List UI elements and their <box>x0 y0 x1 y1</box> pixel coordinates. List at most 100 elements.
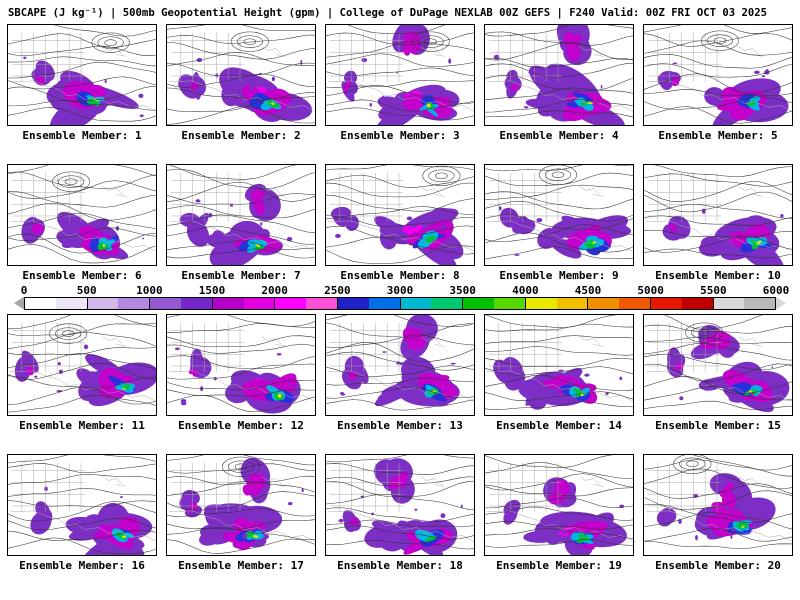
colorbar-tick-labels: 0 500 1000 1500 2000 2500 3000 3500 4000 4500 5000… <box>20 283 790 297</box>
ensemble-member-label: Ensemble Member: 3 <box>340 128 460 142</box>
colorbar-cell <box>274 297 307 309</box>
colorbar-right-arrow <box>776 296 786 310</box>
colorbar-cell <box>462 297 494 309</box>
map-graphic <box>326 314 474 410</box>
ensemble-map <box>484 163 634 266</box>
ensemble-panel: Ensemble Member: 13 <box>325 313 475 432</box>
map-graphic <box>485 314 633 410</box>
ensemble-member-label: Ensemble Member: 1 <box>22 128 142 142</box>
colorbar-cell <box>556 297 588 309</box>
ensemble-member-label: Ensemble Member: 19 <box>496 558 622 572</box>
colorbar-tick-label: 4000 <box>512 283 539 297</box>
colorbar-cell <box>431 297 463 309</box>
map-graphic <box>8 314 156 413</box>
map-graphic <box>644 314 792 412</box>
colorbar-left-arrow <box>14 296 24 310</box>
ensemble-map <box>325 453 475 556</box>
ensemble-map <box>166 23 316 126</box>
title-bar: SBCAPE (J kg⁻¹) | 500mb Geopotential Hei… <box>8 7 767 19</box>
ensemble-panel: Ensemble Member: 3 <box>325 23 475 142</box>
ensemble-row-4: Ensemble Member: 16 Ensemble Member: 17 En… <box>7 453 793 572</box>
colorbar-cell <box>25 297 56 309</box>
ensemble-member-label: Ensemble Member: 6 <box>22 268 142 282</box>
ensemble-row-2: Ensemble Member: 6 Ensemble Member: 7 Ense… <box>7 163 793 282</box>
colorbar-cell <box>399 297 432 309</box>
colorbar-cell <box>524 297 557 309</box>
map-graphic <box>326 164 474 265</box>
colorbar-tick-label: 6000 <box>762 283 790 297</box>
ensemble-member-label: Ensemble Member: 8 <box>340 268 460 282</box>
map-graphic <box>644 164 792 265</box>
ensemble-row-3: Ensemble Member: 11 Ensemble Member: 12 En… <box>7 313 793 432</box>
colorbar-tick-label: 3500 <box>449 283 476 297</box>
map-graphic <box>644 454 792 549</box>
map-graphic <box>8 454 156 555</box>
ensemble-panel: Ensemble Member: 16 <box>7 453 157 572</box>
ensemble-panel: Ensemble Member: 9 <box>484 163 634 282</box>
colorbar-cell <box>180 297 212 309</box>
ensemble-member-label: Ensemble Member: 4 <box>499 128 619 142</box>
ensemble-panel: Ensemble Member: 14 <box>484 313 634 432</box>
ensemble-map <box>7 163 157 266</box>
ensemble-panel: Ensemble Member: 12 <box>166 313 316 432</box>
ensemble-map <box>7 453 157 556</box>
map-graphic <box>485 454 633 555</box>
colorbar-cell <box>493 297 525 309</box>
ensemble-member-label: Ensemble Member: 2 <box>181 128 301 142</box>
map-graphic <box>326 24 474 125</box>
ensemble-map <box>325 313 475 416</box>
colorbar-cell <box>243 297 275 309</box>
ensemble-map <box>643 163 793 266</box>
ensemble-member-label: Ensemble Member: 13 <box>337 418 463 432</box>
map-graphic <box>167 164 315 265</box>
ensemble-panel: Ensemble Member: 6 <box>7 163 157 282</box>
ensemble-member-label: Ensemble Member: 16 <box>19 558 145 572</box>
ensemble-member-label: Ensemble Member: 7 <box>181 268 301 282</box>
colorbar-tick-label: 500 <box>76 283 97 297</box>
map-graphic <box>326 454 474 555</box>
ensemble-panel: Ensemble Member: 7 <box>166 163 316 282</box>
colorbar-cells <box>24 296 776 310</box>
ensemble-member-label: Ensemble Member: 18 <box>337 558 463 572</box>
colorbar-tick-label: 2500 <box>324 283 351 297</box>
ensemble-map <box>325 163 475 266</box>
colorbar-tick-label: 1500 <box>198 283 226 297</box>
ensemble-map <box>7 23 157 126</box>
colorbar-cell <box>149 297 181 309</box>
ensemble-map <box>484 23 634 126</box>
ensemble-member-label: Ensemble Member: 20 <box>655 558 781 572</box>
ensemble-panel: Ensemble Member: 4 <box>484 23 634 142</box>
colorbar-cell <box>649 297 682 309</box>
ensemble-panel: Ensemble Member: 18 <box>325 453 475 572</box>
ensemble-member-label: Ensemble Member: 9 <box>499 268 619 282</box>
ensemble-map <box>166 453 316 556</box>
map-graphic <box>8 24 156 125</box>
ensemble-member-label: Ensemble Member: 17 <box>178 558 304 572</box>
ensemble-member-label: Ensemble Member: 10 <box>655 268 781 282</box>
map-graphic <box>644 24 792 125</box>
ensemble-map <box>166 163 316 266</box>
colorbar-cell <box>587 297 620 309</box>
ensemble-member-label: Ensemble Member: 11 <box>19 418 145 432</box>
ensemble-panel: Ensemble Member: 1 <box>7 23 157 142</box>
ensemble-map <box>166 313 316 416</box>
ensemble-map <box>643 313 793 416</box>
ensemble-panel: Ensemble Member: 19 <box>484 453 634 572</box>
ensemble-map <box>325 23 475 126</box>
ensemble-member-label: Ensemble Member: 14 <box>496 418 622 432</box>
ensemble-map <box>643 453 793 556</box>
colorbar-cell <box>211 297 244 309</box>
ensemble-panel: Ensemble Member: 11 <box>7 313 157 432</box>
map-graphic <box>485 24 633 125</box>
colorbar-tick-label: 5500 <box>700 283 727 297</box>
map-graphic <box>167 454 315 554</box>
ensemble-member-label: Ensemble Member: 15 <box>655 418 781 432</box>
colorbar-cell <box>368 297 400 309</box>
map-graphic <box>167 314 315 414</box>
colorbar-tick-label: 0 <box>20 283 28 297</box>
ensemble-panel: Ensemble Member: 10 <box>643 163 793 282</box>
colorbar-cell <box>86 297 119 309</box>
ensemble-panel: Ensemble Member: 5 <box>643 23 793 142</box>
ensemble-map <box>484 453 634 556</box>
ensemble-map <box>484 313 634 416</box>
